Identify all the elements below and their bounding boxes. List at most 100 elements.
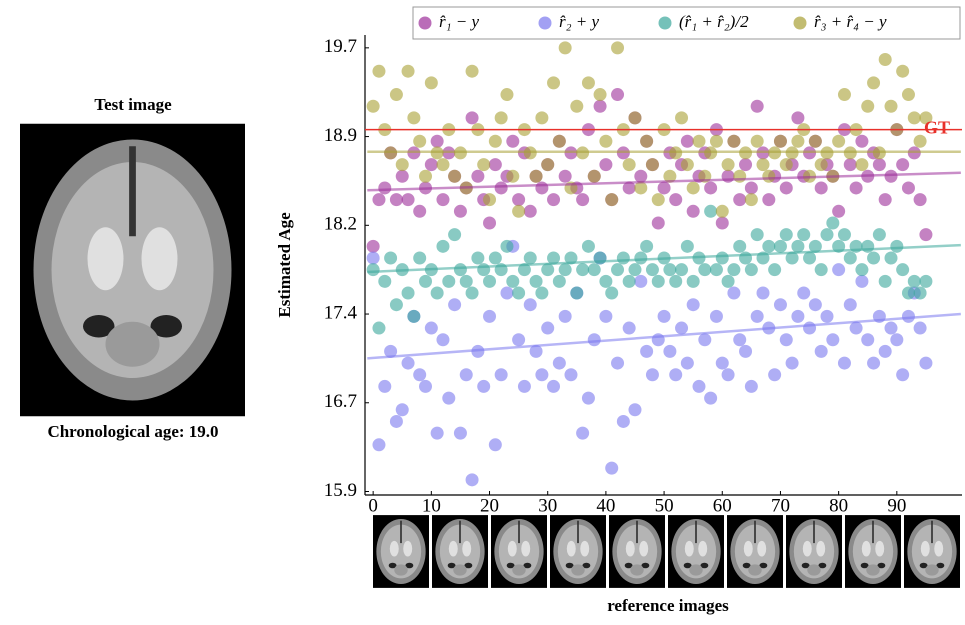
point [570,286,584,300]
point [488,134,502,148]
point [465,64,479,78]
point [820,228,834,242]
point [680,356,694,370]
test-image-caption: Chronological age: 19.0 [47,422,218,441]
point [512,204,526,218]
point [372,321,386,335]
point [884,251,898,265]
point [744,379,758,393]
legend-label: r̂₁ − y [439,12,479,31]
point [599,309,613,323]
point [506,134,520,148]
point [797,286,811,300]
point [616,251,630,265]
point [896,368,910,382]
point [547,379,561,393]
point [436,333,450,347]
point [669,368,683,382]
point [564,251,578,265]
point [686,274,700,288]
point [715,204,729,218]
point [727,286,741,300]
point [628,111,642,125]
point [517,263,531,277]
point [820,309,834,323]
point [419,379,433,393]
point [733,193,747,207]
point [558,263,572,277]
point [878,274,892,288]
point [448,169,462,183]
point [448,228,462,242]
point [477,263,491,277]
y-axis-label: Estimated Age [275,212,294,318]
point [401,64,415,78]
point [471,344,485,358]
point [599,158,613,172]
point [436,239,450,253]
point [494,111,508,125]
point [733,239,747,253]
point [465,473,479,487]
point [535,286,549,300]
point [378,181,392,195]
x-tick-label: 70 [771,495,790,516]
point [680,134,694,148]
point [791,239,805,253]
point [744,181,758,195]
point [837,228,851,242]
point [424,321,438,335]
point [675,263,689,277]
x-tick-label: 40 [596,495,615,516]
point [680,239,694,253]
point [832,263,846,277]
point [640,344,654,358]
point [704,181,718,195]
point [541,263,555,277]
point [715,216,729,230]
point [384,344,398,358]
point [366,263,380,277]
point [878,193,892,207]
point [733,169,747,183]
point [913,321,927,335]
point [628,263,642,277]
point [401,356,415,370]
point [715,356,729,370]
point [634,169,648,183]
point [773,134,787,148]
point [657,309,671,323]
point [645,158,659,172]
legend-marker [538,16,552,30]
point [605,461,619,475]
point [663,263,677,277]
point [465,286,479,300]
point [721,274,735,288]
point [808,298,822,312]
point [436,158,450,172]
point [808,239,822,253]
x-tick-label: 90 [887,495,906,516]
point [744,263,758,277]
point [867,251,881,265]
point [762,239,776,253]
point [785,356,799,370]
point [372,438,386,452]
point [721,158,735,172]
point [855,263,869,277]
point [622,274,636,288]
point [721,368,735,382]
x-tick-label: 60 [713,495,732,516]
point [535,181,549,195]
point [611,88,625,102]
point [919,356,933,370]
y-tick-label: 19.7 [324,36,357,57]
point [535,111,549,125]
point [779,158,793,172]
point [558,169,572,183]
point [832,204,846,218]
point [791,309,805,323]
point [645,368,659,382]
point [733,333,747,347]
point [663,344,677,358]
